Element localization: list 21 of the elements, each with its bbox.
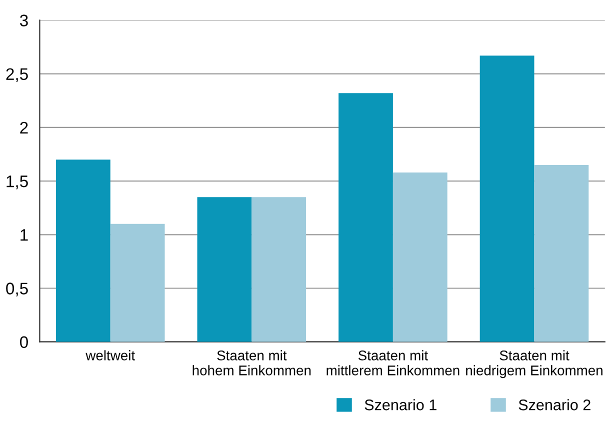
y-tick-label: 0,5 <box>6 282 28 296</box>
legend-label: Szenario 2 <box>518 399 590 410</box>
y-tick-label: 1 <box>20 229 28 241</box>
bar <box>110 224 165 342</box>
x-tick-label: Staaten mit niedrigem Einkommen <box>466 350 602 378</box>
x-tick-label: weltweit <box>86 350 135 360</box>
bar <box>197 197 252 342</box>
bar <box>252 197 306 342</box>
legend-label: Szenario 1 <box>364 399 436 410</box>
bar <box>480 56 534 342</box>
y-tick-label: 1,5 <box>6 176 28 190</box>
x-tick-label: Staaten mit mittlerem Einkommen <box>326 350 460 376</box>
y-tick-label: 2,5 <box>6 68 28 82</box>
bar <box>534 164 589 342</box>
bar <box>392 172 448 342</box>
y-tick-label: 0 <box>20 336 28 348</box>
y-tick-label: 3 <box>20 14 28 26</box>
bar <box>338 93 393 342</box>
x-tick-label: Staaten mit hohem Einkommen <box>192 350 311 376</box>
bar <box>56 160 110 342</box>
y-tick-label: 2 <box>20 122 28 134</box>
